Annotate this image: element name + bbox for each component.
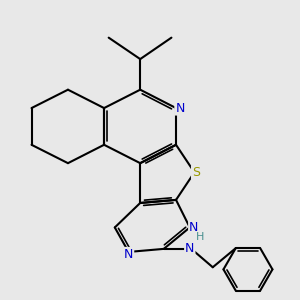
Text: N: N [185, 242, 194, 255]
Text: N: N [189, 221, 199, 234]
Text: H: H [196, 232, 205, 242]
Text: N: N [124, 248, 133, 261]
Text: N: N [175, 102, 185, 115]
Text: S: S [192, 166, 200, 179]
